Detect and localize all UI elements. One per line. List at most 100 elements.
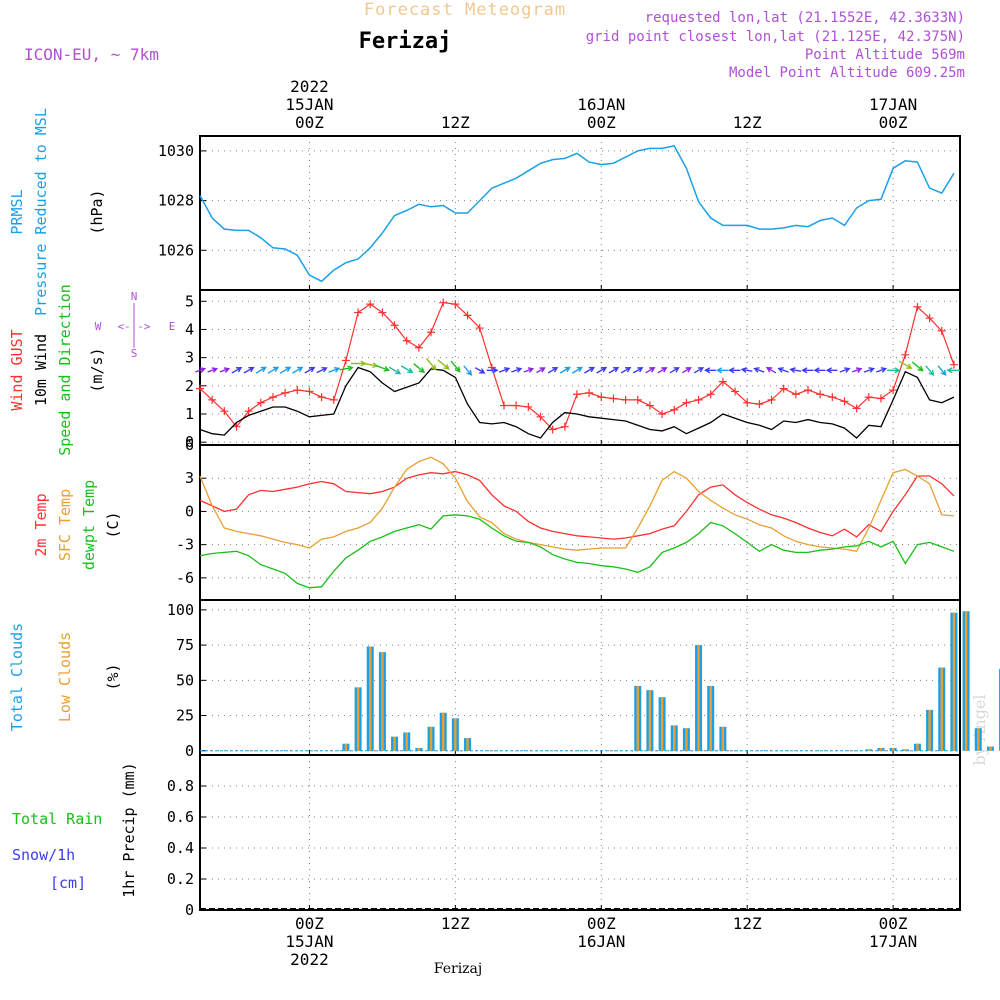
wind-gust-marker: [317, 393, 326, 402]
low-cloud-bar: [648, 690, 652, 751]
panel-frame: [199, 599, 961, 756]
wind-direction-arrow: [693, 367, 705, 374]
wind-gust-marker: [864, 393, 873, 402]
y-tick-label: 0.6: [167, 808, 194, 826]
wind-gust-marker: [208, 395, 217, 404]
wind-direction-arrow: [559, 366, 571, 374]
wind-gust-label: Wind GUST: [8, 329, 26, 410]
compass-east: E: [169, 320, 176, 333]
low-cloud-bar: [442, 712, 445, 751]
compass-north: N: [131, 290, 138, 303]
wind-direction-arrow: [825, 367, 838, 374]
compass-west: W: [95, 320, 102, 333]
wind-gust-marker: [767, 395, 776, 404]
y-tick-label: 0: [185, 742, 194, 760]
low-cloud-bar: [977, 728, 980, 751]
wind-direction-arrow: [789, 367, 802, 374]
dewpoint-label: dewpt Temp: [80, 480, 98, 570]
low-cloud-bar: [405, 732, 408, 751]
wind-gust-marker: [451, 300, 460, 309]
low-cloud-bar: [673, 725, 676, 751]
wind-direction-arrow: [279, 366, 292, 374]
temp-2m-line: [199, 470, 955, 540]
meteogram-top-title: Forecast Meteogram: [364, 0, 566, 20]
wind-direction-arrow: [207, 367, 219, 373]
low-cloud-bar: [709, 685, 712, 751]
bottom-time-axis: 00Z15JAN202212Z00Z16JAN12Z00Z17JAN12Z: [285, 914, 917, 969]
wind-unit-label: (m/s): [88, 347, 106, 392]
wind-gust-marker: [244, 407, 253, 416]
low-cloud-bar: [940, 667, 943, 751]
wind-gust-marker: [572, 390, 581, 399]
y-tick-label: 25: [176, 707, 194, 725]
low-cloud-bar: [697, 645, 700, 751]
low-cloud-bar: [356, 687, 360, 751]
requested-coords: requested lon,lat (21.1552E, 42.3633N): [645, 10, 965, 26]
low-cloud-bar: [466, 738, 469, 751]
snow-unit-label: [cm]: [50, 874, 86, 892]
low-clouds-label: Low Clouds: [56, 632, 74, 722]
wind-gust-marker: [876, 394, 885, 403]
wind-speed-line: [199, 366, 955, 439]
wind-gust-marker: [402, 336, 411, 345]
wind-direction-arrow: [911, 361, 924, 372]
y-tick-label: 1: [185, 405, 194, 423]
wind-gust-marker: [439, 298, 448, 307]
y-tick-label: -6: [176, 569, 194, 587]
wind-gust-marker: [706, 390, 715, 399]
wind-gust-marker: [633, 395, 642, 404]
compass-south: S: [131, 347, 138, 360]
wind-gust-marker: [658, 410, 667, 418]
low-cloud-bar: [636, 685, 639, 751]
y-tick-label: 6: [185, 436, 194, 454]
panel-frame: [199, 444, 961, 601]
wind-direction-arrow: [863, 367, 875, 373]
wind-gust-marker: [816, 390, 825, 399]
wind-gust-marker: [609, 394, 618, 403]
wind-gust-marker: [232, 422, 241, 431]
low-cloud-bar: [369, 646, 372, 751]
low-cloud-bar: [879, 747, 883, 751]
panel-side-labels: PRMSL Pressure Reduced to MSL (hPa) Wind GU…: [8, 108, 175, 898]
wind-gust-marker: [828, 393, 837, 402]
wind-gust-marker: [220, 407, 229, 416]
wind-direction-arrow: [887, 367, 901, 374]
top-axis-label: 12Z: [441, 113, 470, 132]
location-title: Ferizaj: [359, 29, 452, 54]
y-tick-label: 75: [176, 636, 194, 654]
low-cloud-bar: [904, 749, 907, 751]
top-axis-label: 16JAN: [577, 95, 625, 114]
y-tick-label: 1026: [158, 241, 194, 259]
wind-direction-arrow: [511, 367, 523, 373]
wind-direction-arrow: [765, 367, 777, 374]
model-label: ICON-EU, ~ 7km: [24, 45, 159, 64]
wind-direction-arrow: [231, 366, 243, 374]
y-tick-label: 0.4: [167, 839, 194, 857]
dewpoint-line: [199, 514, 955, 589]
grid-point-coords: grid point closest lon,lat (21.125E, 42.…: [586, 29, 965, 45]
bottom-axis-label: 2022: [290, 950, 329, 969]
wind-gust-marker: [378, 308, 387, 317]
wind-gust-marker: [500, 401, 508, 410]
pressure-panel: 1026 1028 1030: [158, 135, 961, 291]
wind-direction-arrow: [243, 366, 255, 374]
temperature-panel: -6 -3 0 3 6: [176, 436, 961, 601]
wind-gust-marker: [852, 404, 861, 413]
wind-direction-arrow: [925, 365, 935, 377]
wind-direction-arrow: [328, 367, 341, 373]
wind-gust-marker: [718, 377, 727, 386]
y-tick-label: 3: [185, 349, 194, 367]
y-tick-label: 2: [185, 377, 194, 395]
top-axis-label: 00Z: [295, 113, 324, 132]
wind-panel: 0 1 2 3 4 5: [185, 289, 961, 451]
bottom-axis-label: 12Z: [733, 914, 762, 933]
bottom-axis-label: 00Z: [587, 914, 616, 933]
wind-direction-arrow: [388, 366, 402, 375]
wind-gust-marker: [925, 314, 934, 323]
wind-gust-marker: [341, 356, 350, 365]
low-cloud-bar: [867, 749, 870, 751]
top-axis-label: 15JAN: [285, 95, 333, 114]
wind-gust-marker: [548, 425, 557, 434]
wind-direction-arrow: [350, 360, 367, 367]
low-cloud-bar: [660, 697, 664, 751]
